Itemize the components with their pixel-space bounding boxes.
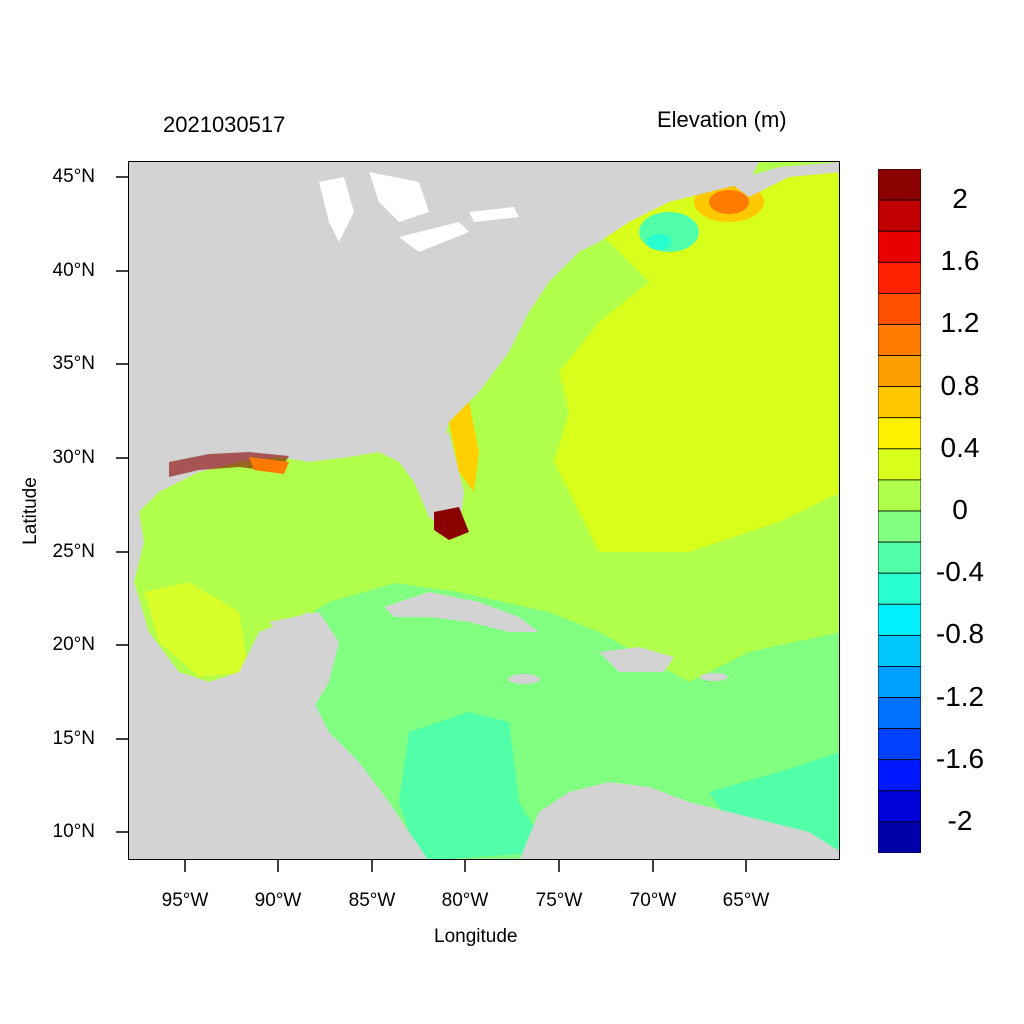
colorbar-swatch: [877, 479, 922, 512]
lat-tick-label: 30°N: [52, 447, 95, 468]
lat-tick-label: 15°N: [52, 728, 95, 749]
colorbar-swatch: [877, 168, 922, 201]
florida-land: [419, 432, 464, 532]
florida-east-coast-positive: [449, 402, 479, 492]
colorbar-label: 0.4: [940, 431, 980, 463]
colorbar-label: 2: [952, 183, 968, 215]
lon-tick-label: 95°W: [161, 890, 209, 911]
lake-erie: [399, 222, 469, 252]
lat-tick-label: 20°N: [52, 634, 95, 655]
colorbar-label: -2: [947, 804, 973, 836]
colorbar-swatch: [877, 541, 922, 574]
map-variable-title: Elevation (m): [657, 107, 787, 132]
colorbar-swatch: [877, 603, 922, 636]
map-canvas: [129, 162, 839, 859]
colorbar-label: -0.8: [935, 618, 985, 650]
puerto-rico-land: [700, 673, 728, 681]
lake-ontario: [469, 207, 519, 222]
lat-tick-label: 40°N: [52, 260, 95, 281]
mexico-central-america-land: [129, 512, 428, 859]
new-england-more-negative: [647, 234, 671, 250]
atlantic-positive-region: [549, 172, 839, 552]
colorbar: [877, 168, 922, 854]
lon-tick-label: 80°W: [441, 890, 489, 911]
hispaniola-land: [599, 647, 674, 672]
lat-tick-marks: [116, 176, 128, 833]
lon-tick-label: 65°W: [722, 890, 770, 911]
gulf-west-positive: [144, 582, 249, 677]
colorbar-label: 0.8: [940, 369, 980, 401]
lat-tick-label: 10°N: [52, 821, 95, 842]
colorbar-swatch: [877, 697, 922, 730]
lon-tick-label: 75°W: [535, 890, 583, 911]
lon-tick-label: 70°W: [629, 890, 677, 911]
lon-tick-label: 85°W: [348, 890, 396, 911]
map-plot: [128, 161, 840, 860]
colorbar-swatches: [877, 168, 922, 854]
colorbar-swatch: [877, 417, 922, 450]
lon-tick-marks: [184, 860, 747, 872]
colorbar-label: -0.4: [935, 556, 985, 588]
x-axis-title: Longitude: [434, 926, 518, 947]
colorbar-label: 0: [952, 494, 968, 525]
y-axis-title: Latitude: [20, 477, 41, 545]
lat-tick-label: 35°N: [52, 353, 95, 374]
lake-michigan: [319, 177, 354, 242]
caribbean-negative-region: [399, 712, 549, 859]
florida-tip-maximum: [434, 507, 469, 540]
colorbar-swatch: [877, 355, 922, 388]
nova-scotia-land: [729, 162, 839, 197]
colorbar-label: -1.2: [935, 680, 985, 712]
colorbar-label: 1.6: [940, 245, 980, 277]
colorbar-swatch: [877, 386, 922, 419]
cuba-land: [384, 592, 539, 632]
lon-tick-label: 90°W: [254, 890, 302, 911]
north-america-land: [129, 162, 759, 532]
south-america-land: [519, 782, 839, 859]
colorbar-swatch: [877, 666, 922, 698]
colorbar-swatch: [877, 199, 922, 232]
colorbar-label: -1.6: [935, 742, 985, 774]
jamaica-land: [508, 674, 540, 684]
louisiana-coast-positive: [249, 457, 289, 474]
gulf-of-maine-hot: [709, 190, 749, 214]
yucatan-land: [269, 612, 339, 707]
map-timestamp: 2021030517: [163, 112, 286, 137]
lake-huron: [369, 172, 429, 222]
lat-tick-label: 25°N: [52, 541, 95, 562]
lat-tick-label: 45°N: [52, 166, 95, 187]
colorbar-label: 1.2: [940, 307, 980, 339]
